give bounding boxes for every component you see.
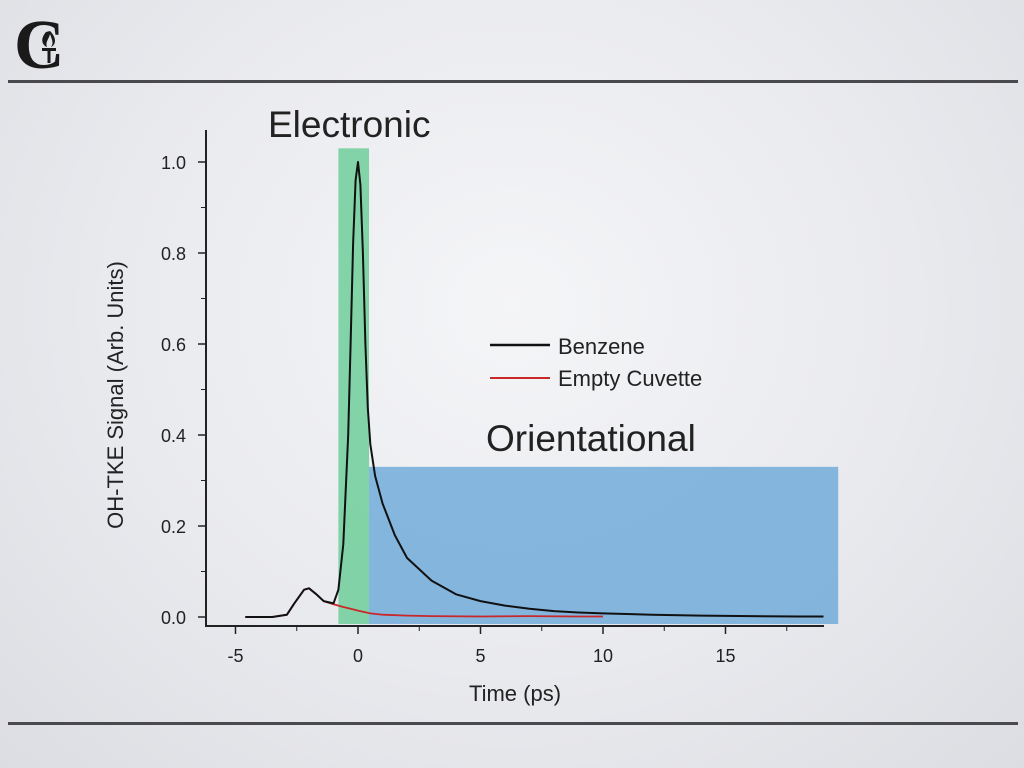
x-axis-label: Time (ps) — [469, 681, 561, 706]
y-tick-label: 0.8 — [161, 244, 186, 264]
band-layer — [338, 148, 839, 624]
logo-letter: C — [16, 12, 65, 78]
y-tick-label: 1.0 — [161, 153, 186, 173]
annotation-orientational: Orientational — [486, 418, 696, 459]
axes — [205, 130, 824, 627]
series-benzene-line — [245, 161, 824, 618]
tick-layer: -5 0 5 10 15 0.0 0.2 0.4 0.6 0.8 1.0 — [161, 153, 788, 666]
legend-label-benzene: Benzene — [558, 334, 645, 359]
band-orientational — [369, 466, 839, 624]
y-axis-label: OH-TKE Signal (Arb. Units) — [103, 261, 128, 529]
footer-rule — [8, 722, 1018, 725]
header-rule — [8, 80, 1018, 83]
logo: C — [16, 12, 65, 78]
x-tick-label: 15 — [715, 646, 735, 666]
x-tick-label: 5 — [475, 646, 485, 666]
x-tick-label: 10 — [593, 646, 613, 666]
y-tick-label: 0.2 — [161, 517, 186, 537]
y-tick-label: 0.0 — [161, 608, 186, 628]
annotation-electronic: Electronic — [268, 104, 430, 145]
y-tick-label: 0.6 — [161, 335, 186, 355]
x-tick-label: -5 — [227, 646, 243, 666]
torch-icon — [42, 31, 56, 63]
series-layer — [245, 161, 824, 618]
legend-label-empty-cuvette: Empty Cuvette — [558, 366, 702, 391]
legend: Benzene Empty Cuvette — [490, 334, 702, 391]
y-tick-label: 0.4 — [161, 426, 186, 446]
x-tick-label: 0 — [353, 646, 363, 666]
